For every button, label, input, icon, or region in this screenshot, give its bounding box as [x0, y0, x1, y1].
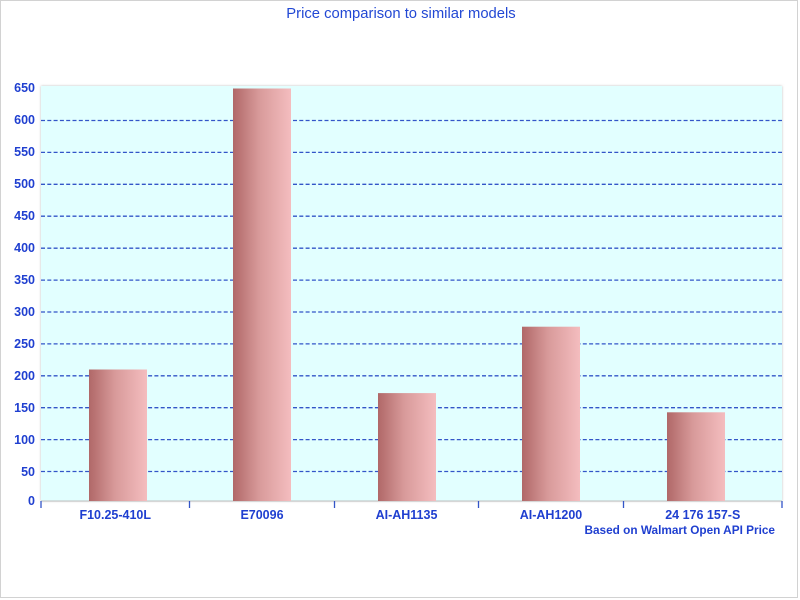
svg-text:Price comparison to similar mo: Price comparison to similar models: [286, 6, 515, 22]
svg-text:E70096: E70096: [240, 508, 283, 522]
svg-text:Based on Walmart Open API Pric: Based on Walmart Open API Price: [584, 523, 775, 537]
svg-text:0: 0: [28, 494, 35, 508]
svg-text:300: 300: [14, 305, 35, 319]
svg-text:F10.25-410L: F10.25-410L: [79, 508, 151, 522]
svg-text:AI-AH1135: AI-AH1135: [376, 508, 438, 522]
svg-text:600: 600: [14, 113, 35, 127]
svg-text:150: 150: [14, 401, 35, 415]
svg-text:550: 550: [14, 145, 35, 159]
svg-text:450: 450: [14, 209, 35, 223]
svg-text:500: 500: [14, 177, 35, 191]
svg-text:350: 350: [14, 273, 35, 287]
svg-text:200: 200: [14, 369, 35, 383]
svg-text:250: 250: [14, 337, 35, 351]
svg-text:24 176 157-S: 24 176 157-S: [665, 508, 740, 522]
svg-text:400: 400: [14, 241, 35, 255]
svg-text:AI-AH1200: AI-AH1200: [520, 508, 583, 522]
svg-text:650: 650: [14, 81, 35, 95]
svg-text:50: 50: [21, 465, 35, 479]
svg-text:100: 100: [14, 433, 35, 447]
